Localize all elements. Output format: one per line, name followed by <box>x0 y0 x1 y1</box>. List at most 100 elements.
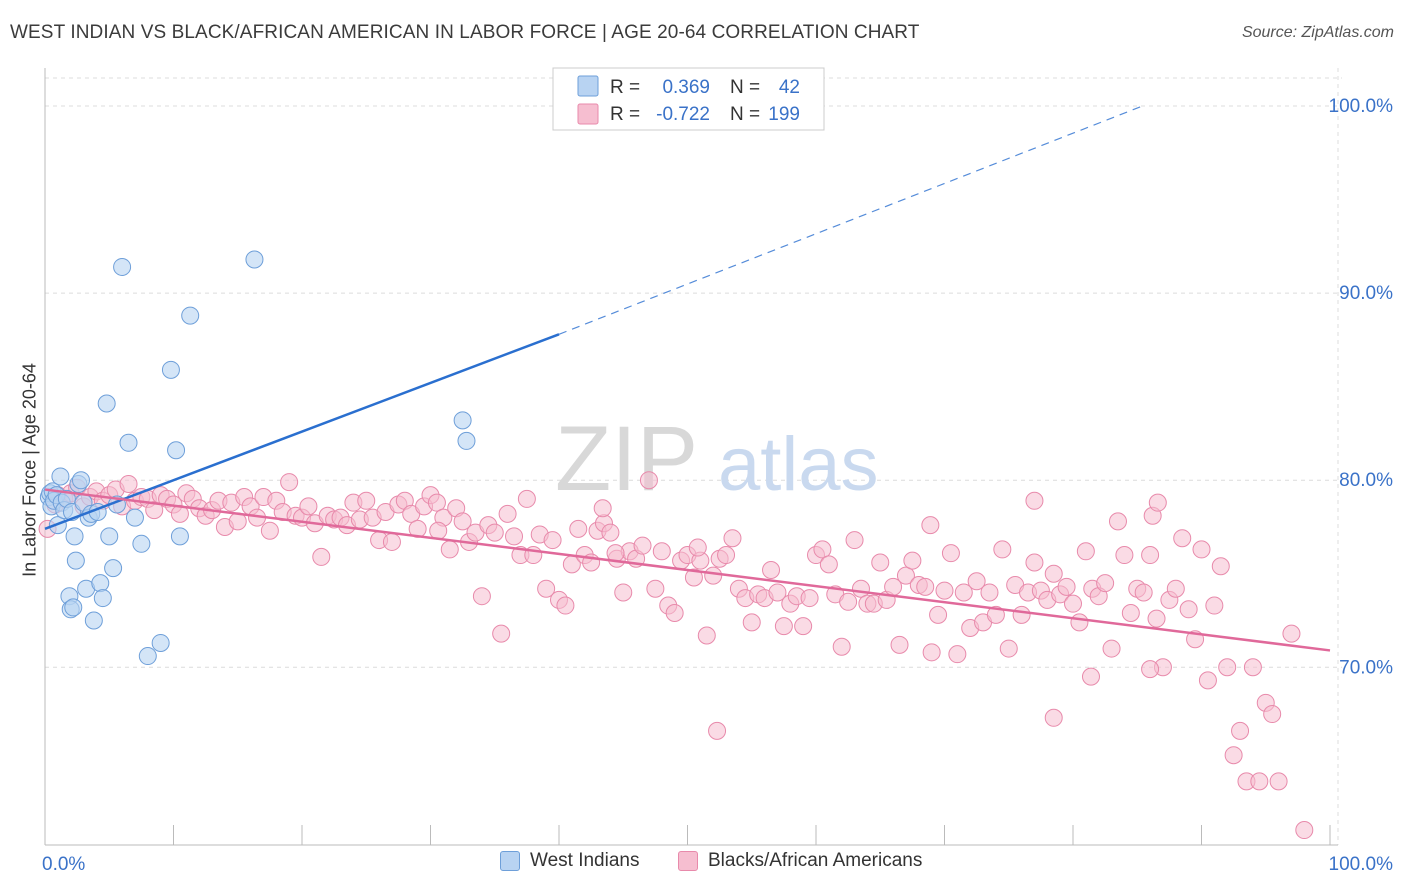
west-indians-point <box>453 411 472 430</box>
blacks-point <box>980 583 999 602</box>
watermark-atlas: atlas <box>718 422 879 507</box>
blacks-point <box>312 547 331 566</box>
blacks-point <box>851 579 870 598</box>
west-indians-point <box>65 527 84 546</box>
blacks-point <box>768 583 787 602</box>
blacks-point <box>492 624 511 643</box>
blacks-point <box>517 489 536 508</box>
blacks-point <box>1173 529 1192 548</box>
blacks-point <box>498 504 517 523</box>
blacks-point <box>429 521 448 540</box>
blacks-point <box>922 643 941 662</box>
blacks-point <box>800 589 819 608</box>
west-indians-point <box>132 534 151 553</box>
grid-lines <box>45 68 1342 845</box>
blacks-point <box>941 544 960 563</box>
axes <box>44 68 1338 846</box>
west-indians-point <box>245 250 264 269</box>
west-indians-point <box>161 360 180 379</box>
legend-item-west-indians: West Indians <box>500 850 639 872</box>
tick-labels: 70.0% 80.0% 90.0% 100.0% 0.0% 100.0% <box>42 96 1393 875</box>
blacks-point <box>1108 512 1127 531</box>
blacks-point <box>1044 564 1063 583</box>
series-blacks-points <box>38 471 1314 840</box>
blacks-point <box>440 540 459 559</box>
legend-swatch-west-indians <box>577 75 599 97</box>
blacks-point <box>921 516 940 535</box>
blacks-point <box>708 721 727 740</box>
blacks-point <box>1211 557 1230 576</box>
legend-n-value-1: 42 <box>779 77 800 98</box>
blacks-point <box>903 551 922 570</box>
y-tick-label-70: 70.0% <box>1339 657 1393 678</box>
watermark-zip: ZIP <box>555 408 698 510</box>
legend-r-label-1: R = <box>610 77 640 98</box>
y-tick-label-90: 90.0% <box>1339 283 1393 304</box>
swatch-blacks <box>678 851 698 871</box>
blacks-point <box>1134 583 1153 602</box>
blacks-point <box>633 536 652 555</box>
west-indians-point <box>84 611 103 630</box>
blacks-point <box>1166 579 1185 598</box>
chart-title: WEST INDIAN VS BLACK/AFRICAN AMERICAN IN… <box>10 22 920 43</box>
legend-n-label-1: N = <box>730 77 760 98</box>
y-tick-label-80: 80.0% <box>1339 470 1393 491</box>
blacks-point <box>652 542 671 561</box>
legend-label-west-indians: West Indians <box>530 850 640 871</box>
blacks-point <box>948 645 967 664</box>
swatch-west-indians <box>500 851 520 871</box>
blacks-point <box>569 519 588 538</box>
blacks-point <box>1057 577 1076 596</box>
legend-n-value-2: 199 <box>768 104 800 125</box>
west-indians-trend-line <box>44 333 560 531</box>
west-indians-point <box>113 257 132 276</box>
x-tick-label-max: 100.0% <box>1329 854 1394 875</box>
blacks-point <box>1064 594 1082 613</box>
west-indians-point <box>170 527 189 546</box>
blacks-point <box>1179 600 1198 619</box>
blacks-point <box>472 587 491 606</box>
blacks-point <box>593 499 612 518</box>
watermark: ZIP atlas <box>555 408 879 510</box>
blacks-point <box>839 592 858 611</box>
blacks-point <box>119 474 138 493</box>
west-indians-point <box>97 394 116 413</box>
west-indians-point <box>64 598 83 617</box>
blacks-point <box>614 583 633 602</box>
west-indians-point <box>138 647 157 666</box>
west-indians-trend-extension <box>558 105 1143 335</box>
blacks-point <box>537 579 556 598</box>
series-legend: West Indians Blacks/African Americans <box>0 850 1406 880</box>
legend-n-label-2: N = <box>730 104 760 125</box>
blacks-point <box>999 639 1018 658</box>
blacks-point <box>1263 705 1282 724</box>
blacks-point <box>929 605 948 624</box>
blacks-point <box>832 637 851 656</box>
blacks-point <box>1218 658 1237 677</box>
west-indians-point <box>71 471 90 490</box>
blacks-point <box>704 566 723 585</box>
blacks-point <box>1121 604 1140 623</box>
blacks-point <box>954 583 973 602</box>
blacks-point <box>762 561 781 580</box>
legend-r-value-2: -0.722 <box>656 104 710 125</box>
blacks-point <box>1012 605 1031 624</box>
blacks-point <box>543 531 562 550</box>
correlation-legend: R = 0.369 N = 42 R = -0.722 N = 199 <box>552 67 825 131</box>
blacks-point <box>871 553 890 572</box>
blacks-point <box>1192 540 1211 559</box>
blacks-point <box>665 604 684 623</box>
blacks-point <box>774 617 793 636</box>
west-indians-point <box>66 551 85 570</box>
blacks-point <box>280 473 299 492</box>
blacks-point <box>1224 746 1243 765</box>
blacks-point <box>697 626 716 645</box>
blacks-point <box>145 501 164 520</box>
blacks-point <box>453 512 472 531</box>
trend-lines <box>44 105 1331 652</box>
blacks-point <box>1295 821 1314 840</box>
blacks-point <box>639 471 658 490</box>
blacks-point <box>742 613 761 632</box>
blacks-point <box>1076 542 1095 561</box>
